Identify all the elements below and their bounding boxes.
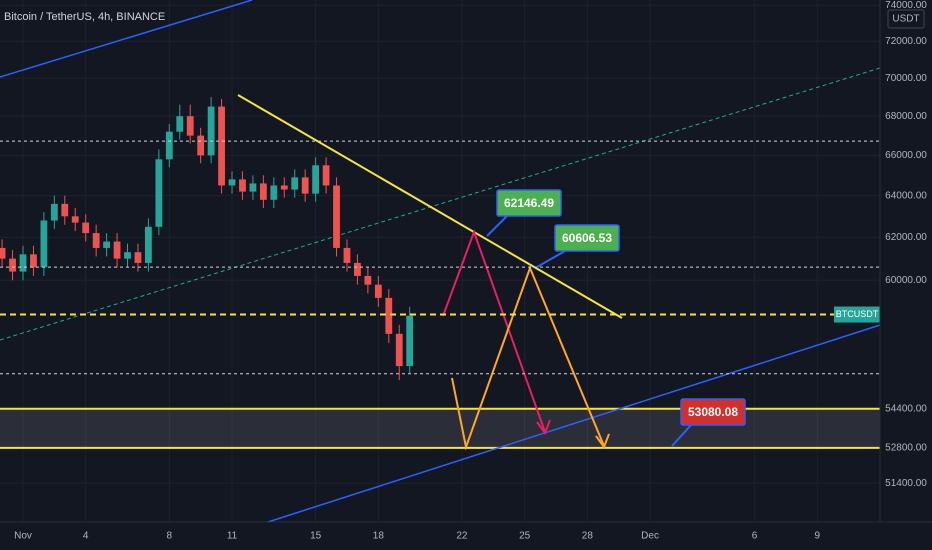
callout-box (554, 224, 620, 252)
candle-body (165, 131, 173, 160)
zone-group (0, 407, 880, 449)
x-tick-label: Nov (14, 531, 32, 542)
callout-label: 60606.53 (562, 231, 612, 245)
callout-label: 62146.49 (504, 196, 554, 210)
callout-box (496, 189, 562, 217)
candle-body (186, 116, 194, 136)
candle-body (270, 185, 278, 200)
candle-body (239, 179, 246, 192)
candle-body (333, 185, 340, 248)
callout-pointer (671, 424, 692, 447)
candle-body (134, 252, 142, 263)
candle-body (61, 203, 69, 217)
x-tick-label: 28 (582, 531, 594, 542)
currency-label: USDT (892, 14, 919, 25)
grid (0, 0, 880, 522)
y-tick-label: 64000.00 (885, 190, 927, 201)
candle-body (218, 106, 225, 186)
arrow-head (595, 433, 610, 450)
y-tick-label: 54400.00 (885, 403, 927, 414)
projection-path (442, 229, 546, 433)
candle-body (197, 135, 205, 156)
candle-body (113, 241, 121, 259)
candle-body (145, 226, 152, 263)
candle-body (301, 177, 309, 194)
x-tick-label: 18 (373, 531, 385, 542)
arrow-head (536, 419, 551, 436)
price-axis (880, 0, 932, 550)
y-tick-label: 51400.00 (885, 478, 927, 489)
candle-body (312, 165, 320, 194)
trend-line (237, 94, 623, 319)
candle-body (71, 216, 79, 223)
candle-body (155, 159, 163, 227)
candle-body (19, 254, 27, 272)
x-tick-label: 8 (167, 531, 173, 542)
x-tick-label: 6 (752, 531, 758, 542)
y-tick-label: 74000.00 (885, 0, 927, 11)
y-tick-label: 52800.00 (885, 443, 927, 454)
candle-body (354, 262, 361, 276)
axis-labels: 74000.00 72000.00 70000.00 68000.00 66000.00… (14, 0, 927, 542)
y-tick-label: 62000.00 (885, 232, 927, 243)
candles (0, 97, 414, 381)
candle-body (374, 284, 382, 298)
candle-body (124, 252, 131, 259)
callout-pointer (536, 250, 566, 268)
candle-body (103, 241, 110, 248)
candle-body (50, 203, 58, 221)
x-tick-label: 4 (83, 531, 89, 542)
candle-body (395, 333, 403, 367)
zone-band (0, 408, 880, 448)
candle-body (385, 297, 393, 334)
candle-body (228, 179, 236, 186)
y-tick-label: 66000.00 (885, 150, 927, 161)
candle-body (364, 275, 372, 285)
channel-line (0, 0, 253, 78)
y-tick-label: 60000.00 (885, 275, 927, 286)
y-tick-label: 70000.00 (885, 73, 927, 84)
candle-body (40, 220, 48, 268)
candle-body (82, 222, 90, 234)
candle-body (259, 183, 267, 200)
candle-body (9, 258, 16, 272)
candle-body (280, 185, 288, 190)
candle-body (406, 315, 414, 367)
candle-body (249, 183, 257, 192)
drawings (0, 0, 881, 523)
callout-label: 53080.08 (688, 405, 738, 419)
x-tick-label: 9 (815, 531, 821, 542)
projection-path (451, 265, 605, 451)
callout-pointer (486, 215, 508, 237)
chart-title: Bitcoin / TetherUS, 4h, BINANCE (4, 11, 165, 23)
y-tick-label: 72000.00 (885, 36, 927, 47)
symbol-box (834, 306, 880, 323)
candle-body (291, 177, 299, 190)
x-tick-label: 25 (519, 531, 531, 542)
candle-body (176, 116, 184, 132)
candle-body (207, 106, 215, 156)
x-tick-label: 15 (310, 531, 322, 542)
x-tick-label: 11 (227, 531, 238, 542)
x-tick-label: Dec (641, 531, 659, 542)
y-tick-label: 68000.00 (885, 111, 927, 122)
callout-box (680, 398, 746, 426)
currency-box (887, 9, 925, 29)
candle-body (343, 247, 351, 263)
symbol-label: BTCUSDT (836, 309, 879, 319)
x-tick-label: 22 (456, 531, 468, 542)
candle-body (0, 247, 6, 259)
candle-body (92, 233, 100, 248)
candle-body (322, 165, 330, 186)
channel-line (267, 324, 881, 523)
candle-body (30, 254, 37, 268)
